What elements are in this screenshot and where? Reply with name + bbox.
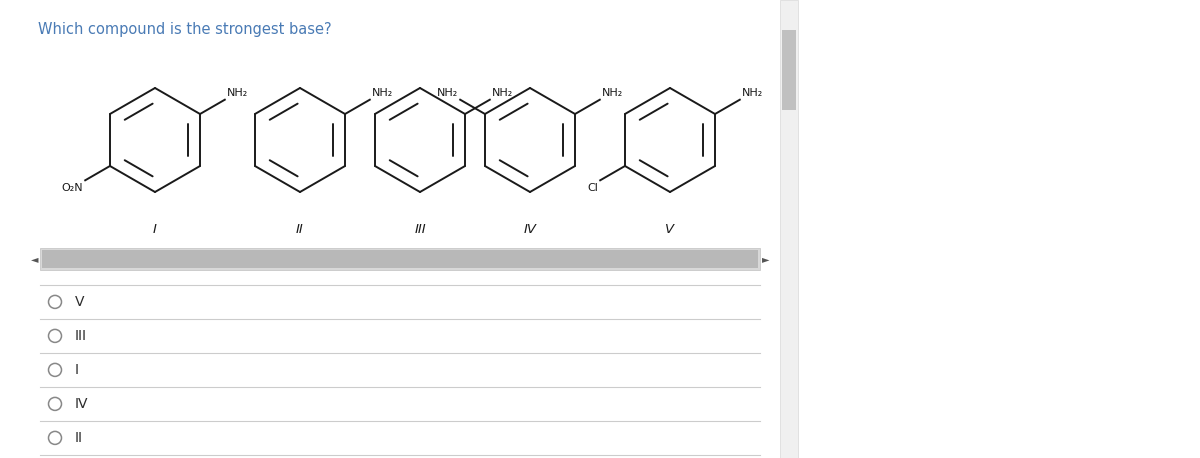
FancyBboxPatch shape <box>42 250 758 268</box>
Text: ◄: ◄ <box>30 254 38 264</box>
Text: ►: ► <box>762 254 769 264</box>
Text: IV: IV <box>74 397 89 411</box>
Text: NH₂: NH₂ <box>742 87 763 98</box>
Text: NH₂: NH₂ <box>437 87 458 98</box>
Text: III: III <box>74 329 88 343</box>
Text: NH₂: NH₂ <box>492 87 514 98</box>
FancyBboxPatch shape <box>780 0 798 458</box>
FancyBboxPatch shape <box>40 248 760 270</box>
Text: II: II <box>74 431 83 445</box>
Text: O₂N: O₂N <box>61 183 83 193</box>
Text: Cl: Cl <box>587 183 598 193</box>
Text: III: III <box>414 224 426 236</box>
Text: IV: IV <box>523 224 536 236</box>
Text: I: I <box>154 224 157 236</box>
Text: Which compound is the strongest base?: Which compound is the strongest base? <box>38 22 331 37</box>
Text: I: I <box>74 363 79 377</box>
Text: II: II <box>296 224 304 236</box>
FancyBboxPatch shape <box>782 30 796 110</box>
Text: NH₂: NH₂ <box>602 87 623 98</box>
Text: V: V <box>74 295 84 309</box>
Text: NH₂: NH₂ <box>227 87 248 98</box>
Text: V: V <box>666 224 674 236</box>
Text: NH₂: NH₂ <box>372 87 394 98</box>
